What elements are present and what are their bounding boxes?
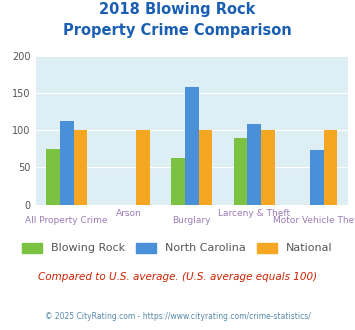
Text: All Property Crime: All Property Crime bbox=[26, 216, 108, 225]
Bar bbox=[323, 130, 337, 205]
Bar bbox=[247, 124, 261, 205]
Bar bbox=[136, 130, 150, 205]
Text: Arson: Arson bbox=[116, 209, 142, 218]
Text: Larceny & Theft: Larceny & Theft bbox=[218, 209, 290, 218]
Text: Burglary: Burglary bbox=[173, 216, 211, 225]
Bar bbox=[73, 130, 87, 205]
Bar bbox=[171, 158, 185, 205]
Text: Motor Vehicle Theft: Motor Vehicle Theft bbox=[273, 216, 355, 225]
Bar bbox=[234, 138, 247, 205]
Text: Compared to U.S. average. (U.S. average equals 100): Compared to U.S. average. (U.S. average … bbox=[38, 272, 317, 282]
Text: Property Crime Comparison: Property Crime Comparison bbox=[63, 23, 292, 38]
Bar bbox=[198, 130, 212, 205]
Text: © 2025 CityRating.com - https://www.cityrating.com/crime-statistics/: © 2025 CityRating.com - https://www.city… bbox=[45, 312, 310, 321]
Text: 2018 Blowing Rock: 2018 Blowing Rock bbox=[99, 2, 256, 16]
Bar bbox=[185, 86, 198, 205]
Bar bbox=[46, 149, 60, 205]
Bar bbox=[261, 130, 275, 205]
Bar bbox=[60, 121, 73, 205]
Legend: Blowing Rock, North Carolina, National: Blowing Rock, North Carolina, National bbox=[18, 238, 337, 258]
Bar bbox=[310, 149, 323, 205]
